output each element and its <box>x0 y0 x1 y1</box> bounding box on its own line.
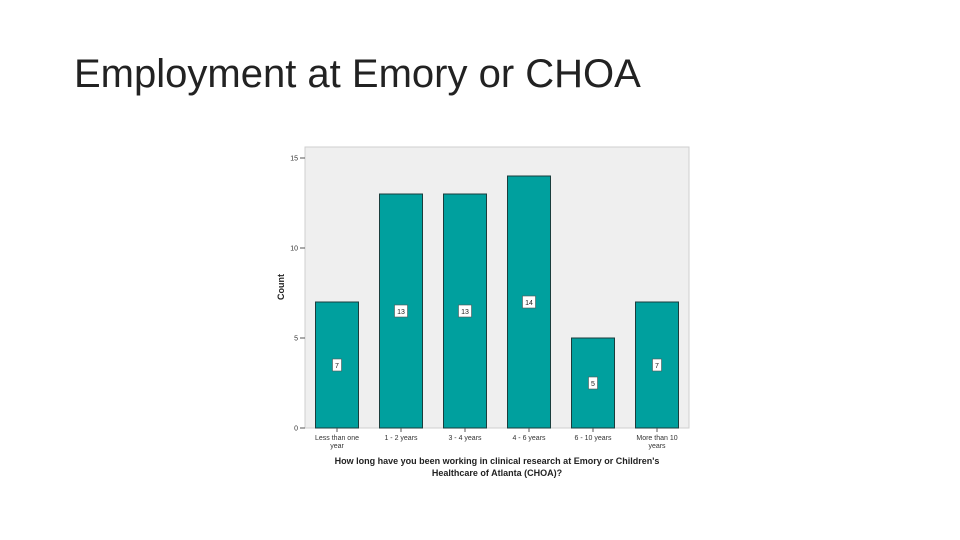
y-tick-label: 15 <box>290 156 298 163</box>
data-label: 14 <box>525 300 533 307</box>
x-tick-label: 3 - 4 years <box>448 435 482 442</box>
x-axis: Less than one year 1 - 2 years 3 - 4 years 4… <box>315 428 678 450</box>
data-label-box <box>652 358 662 372</box>
y-axis-title: Count <box>276 274 286 300</box>
data-label: 13 <box>461 309 469 316</box>
data-label-box <box>332 358 342 372</box>
y-axis: 0 5 10 15 <box>290 156 305 433</box>
x-tick-label: Less than one year <box>315 435 359 450</box>
data-label-box <box>588 376 598 390</box>
data-label: 7 <box>655 363 659 370</box>
x-tick-label: 4 - 6 years <box>512 435 546 442</box>
x-axis-title: How long have you been working in clinic… <box>335 456 660 478</box>
data-label-box <box>394 304 408 318</box>
plot-background <box>304 146 690 429</box>
data-label: 7 <box>335 363 339 370</box>
data-label-box <box>458 304 472 318</box>
y-tick-label: 5 <box>294 336 298 343</box>
bars-group: 7 13 13 14 5 7 <box>315 175 679 429</box>
y-tick-label: 10 <box>290 246 298 253</box>
x-tick-label: 6 - 10 years <box>575 435 612 442</box>
data-label-box <box>522 295 536 309</box>
x-tick-label: More than 10 years <box>636 435 677 450</box>
data-label: 5 <box>591 381 595 388</box>
x-tick-label: 1 - 2 years <box>384 435 418 442</box>
data-label: 13 <box>397 309 405 316</box>
slide-title: Employment at Emory or CHOA <box>74 52 641 96</box>
y-tick-label: 0 <box>294 426 298 433</box>
